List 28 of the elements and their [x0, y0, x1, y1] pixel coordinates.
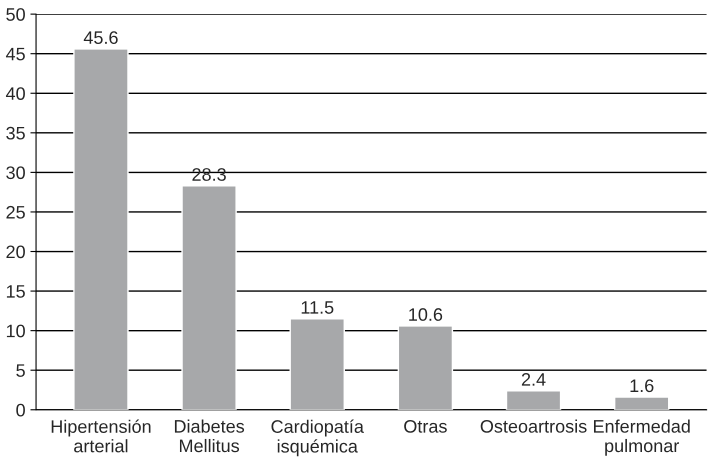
x-tick-label: Otras — [404, 420, 447, 433]
data-label: 2.4 — [522, 373, 546, 386]
x-tick-label: Osteoartrosis — [480, 419, 587, 433]
y-tick-label: 25 — [6, 206, 25, 219]
data-label: 45.6 — [84, 31, 118, 44]
y-tick-label: 10 — [6, 324, 25, 338]
y-tick-label: 50 — [6, 8, 25, 21]
bar — [614, 396, 670, 410]
y-tick-label: 35 — [6, 126, 25, 140]
bar — [181, 185, 237, 410]
bar — [290, 318, 345, 410]
bar — [506, 390, 562, 410]
y-tick-label: 45 — [6, 48, 25, 60]
y-tick-label: 0 — [16, 404, 25, 416]
x-tick-label: Diabetes Mellitus — [174, 419, 244, 452]
data-label: 11.5 — [302, 301, 334, 314]
data-label: 10.6 — [409, 308, 442, 321]
bar — [73, 48, 129, 410]
bar — [398, 325, 454, 410]
y-tick-label: 30 — [6, 166, 25, 180]
y-tick-label: 5 — [16, 364, 25, 377]
y-tick-label: 15 — [6, 285, 25, 298]
data-label: 1.6 — [630, 379, 654, 392]
x-tick-label: Hipertensión arterial — [52, 419, 150, 452]
y-tick-label: 20 — [6, 245, 25, 258]
y-tick-label: 40 — [6, 87, 25, 100]
x-tick-label: Enfermedad pulmonar — [594, 419, 690, 456]
x-tick-label: Cardiopatía isquémica — [271, 419, 364, 456]
